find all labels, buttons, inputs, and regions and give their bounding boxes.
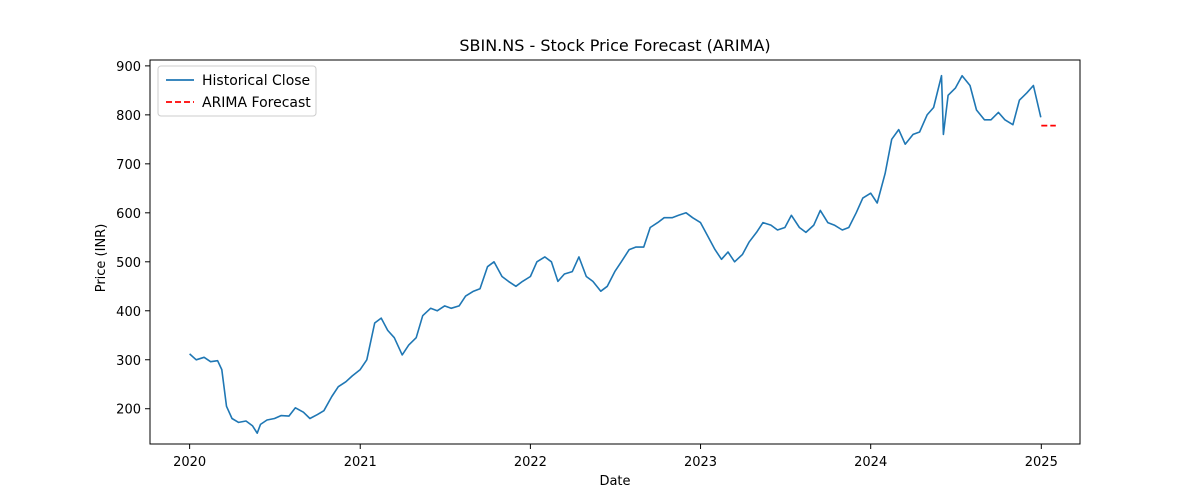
x-axis: 2020 2021 2022 2023 2024 2025 [173, 444, 1058, 470]
legend: Historical Close ARIMA Forecast [157, 65, 317, 117]
x-tick-label: 2023 [684, 455, 717, 470]
series-layer [189, 74, 1056, 435]
y-tick-label: 600 [116, 207, 141, 222]
plot-frame [149, 59, 1081, 445]
y-tick-label: 800 [116, 109, 141, 124]
x-tick-label: 2020 [173, 455, 206, 470]
x-tick-label: 2021 [344, 455, 377, 470]
y-tick-label: 400 [116, 305, 141, 320]
legend-box [157, 65, 317, 117]
chart-title: SBIN.NS - Stock Price Forecast (ARIMA) [459, 36, 770, 55]
x-tick-label: 2022 [514, 455, 547, 470]
y-tick-label: 200 [116, 403, 141, 418]
y-axis: 200 300 400 500 600 700 800 900 [116, 60, 150, 418]
y-tick-label: 700 [116, 158, 141, 173]
series-line-0 [189, 74, 1042, 435]
x-tick-label: 2024 [854, 455, 887, 470]
y-tick-label: 500 [116, 256, 141, 271]
legend-label-1: ARIMA Forecast [202, 95, 311, 111]
x-axis-label: Date [599, 474, 630, 489]
x-tick-label: 2025 [1025, 455, 1058, 470]
legend-label-0: Historical Close [202, 73, 310, 89]
plot-area [149, 59, 1081, 445]
y-tick-label: 300 [116, 354, 141, 369]
y-tick-label: 900 [116, 60, 141, 75]
y-axis-label: Price (INR) [94, 224, 109, 293]
